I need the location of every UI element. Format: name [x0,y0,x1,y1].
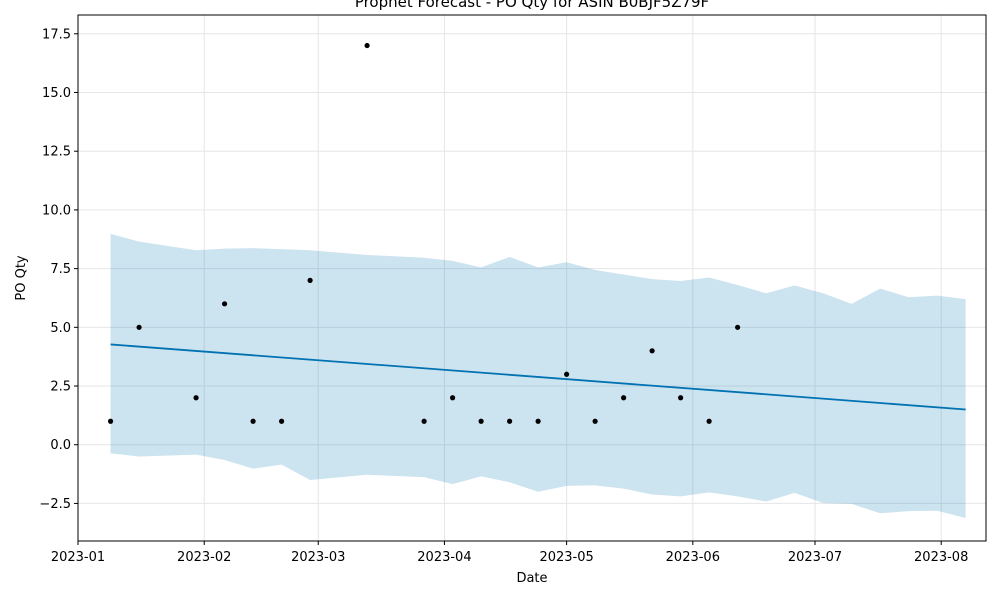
y-tick-label: 7.5 [50,262,71,277]
y-tick-label: 15.0 [42,86,71,101]
observed-point [221,301,228,307]
chart-title: Prophet Forecast - PO Qty for ASIN B0BJF… [355,0,709,11]
observed-point [507,418,513,424]
x-tick-label: 2023-01 [51,550,105,565]
y-tick-label: 0.0 [50,438,71,453]
observed-point [307,277,313,283]
x-tick-label: 2023-08 [914,550,968,565]
x-tick-label: 2023-02 [177,550,231,565]
observed-point [278,418,285,424]
observed-point [678,395,684,401]
observed-point [136,324,142,330]
x-tick-label: 2023-07 [788,550,842,565]
y-tick-label: 2.5 [50,380,71,395]
observed-point [706,418,712,424]
y-tick-label: 17.5 [42,27,71,42]
x-tick-label: 2023-05 [539,550,593,565]
y-tick-label: 10.0 [42,203,71,218]
y-tick-label: 12.5 [42,145,71,160]
grid [77,15,986,541]
observed-point [250,418,256,424]
observed-point [450,395,456,401]
observed-point [193,395,199,401]
x-axis-label: Date [516,571,547,586]
uncertainty-band [110,233,966,518]
observed-point [649,348,655,354]
observed-point [564,371,570,377]
plot-area [78,15,986,541]
observed-point [364,42,370,49]
x-tick-label: 2023-04 [417,550,471,565]
observed-point [107,418,114,424]
y-tick-label: 5.0 [50,321,71,336]
uncertainty-band-group [110,233,966,518]
y-tick-label: −2.5 [39,497,71,512]
observed-point [621,395,627,401]
observed-point [421,418,427,424]
observed-point [535,418,541,424]
y-axis-label: PO Qty [14,255,29,301]
plot-frame [77,14,987,542]
forecast-line-group [110,343,966,411]
x-tick-label: 2023-03 [291,550,345,565]
y-axis-ticks: −2.5 0.0 2.5 5.0 7.5 10.0 12.5 15.0 17.5 [39,27,78,512]
observed-point [478,418,484,424]
x-tick-label: 2023-06 [666,550,720,565]
observed-points-group [107,42,741,424]
observed-point [592,418,598,424]
observed-point [735,324,741,330]
x-axis-ticks: 2023-01 2023-02 2023-03 2023-04 2023-05 2023-… [51,541,968,565]
forecast-line [110,343,966,411]
